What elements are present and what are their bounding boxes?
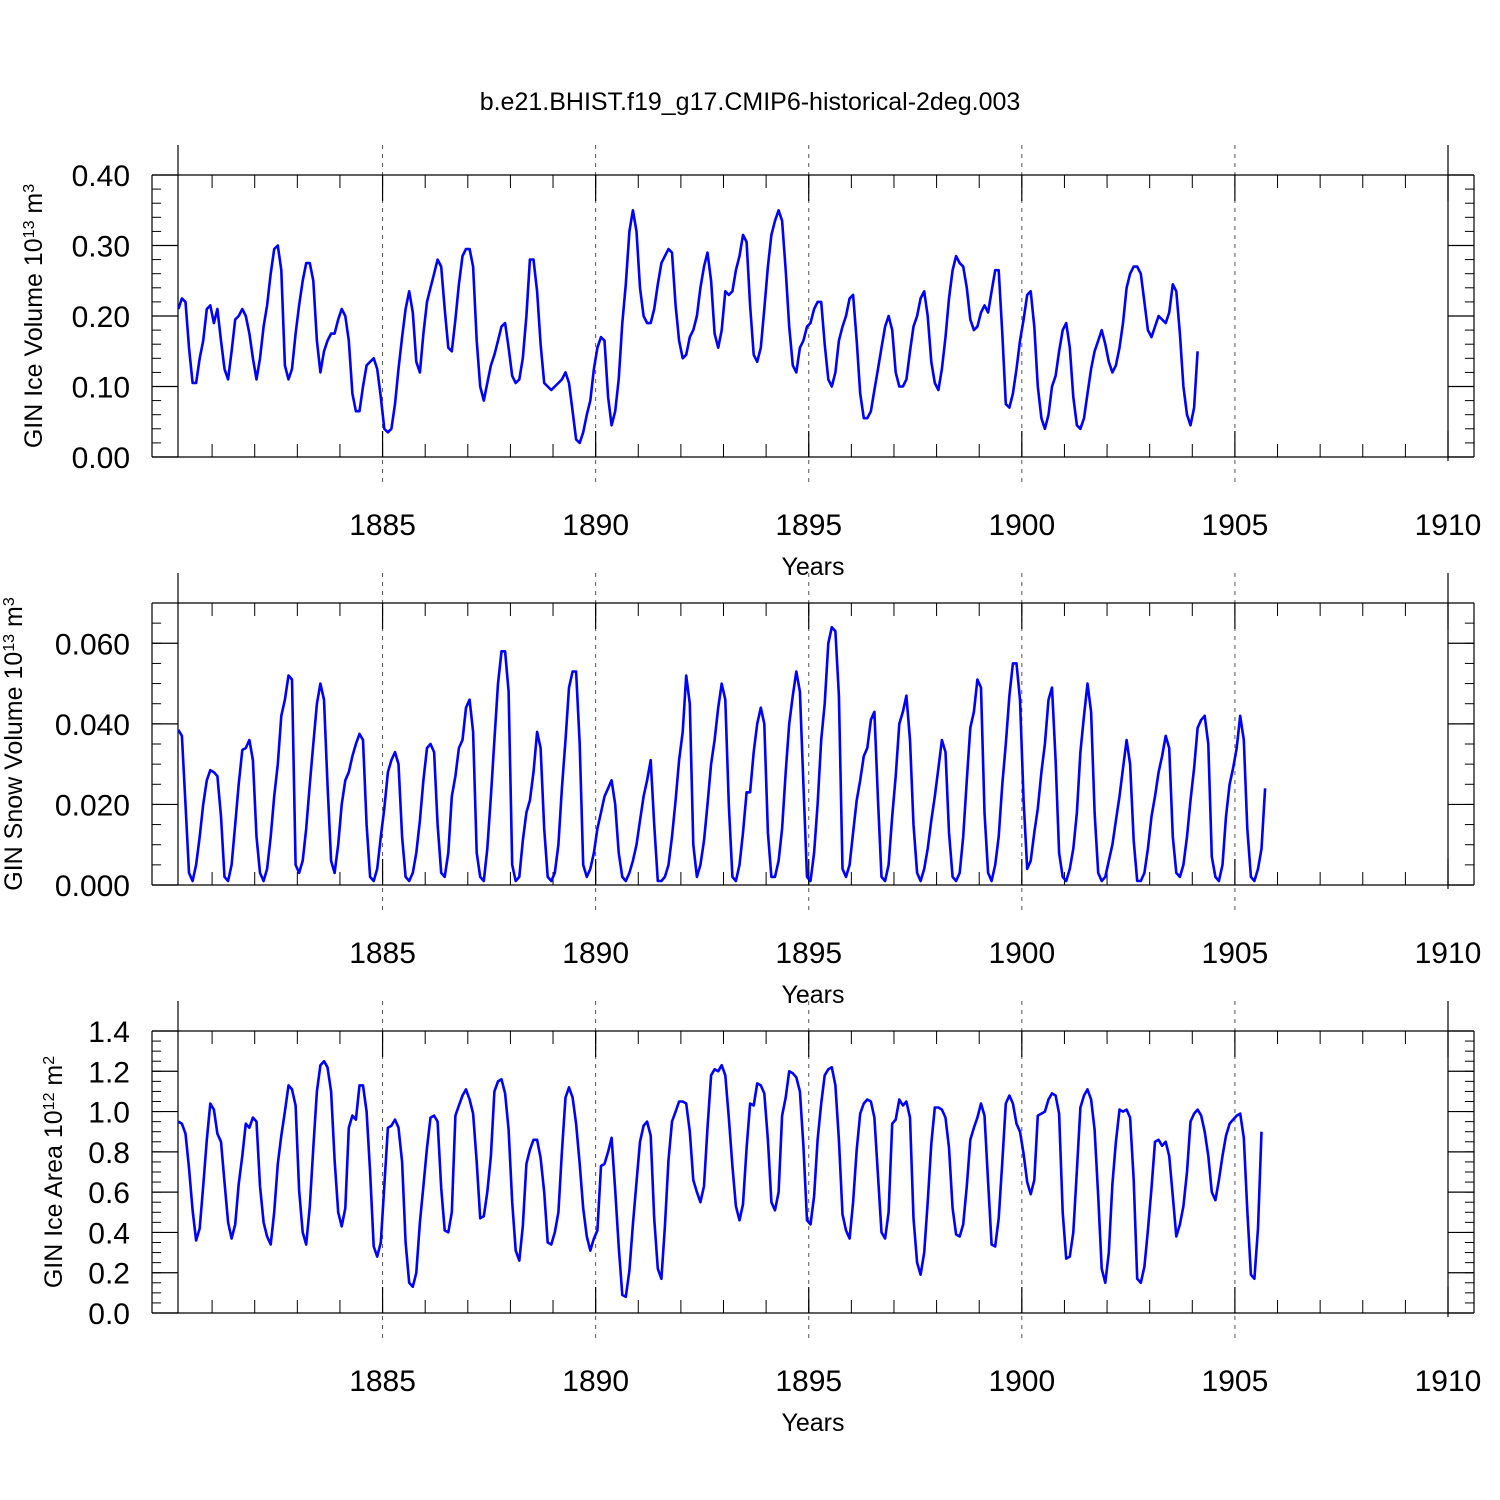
series-line [177,625,1267,883]
y-axis-title-unit-exp: 3 [1,597,18,606]
x-tick-label: 1890 [562,937,629,970]
y-axis-title-prefix: GIN Ice Volume 10 [20,238,48,448]
x-tick-label: 1885 [349,937,416,970]
y-tick-label: 0.10 [72,372,130,405]
y-tick-label: 0.00 [72,442,130,475]
y-tick-label: 0.40 [72,160,130,193]
y-axis-title-unit: m [40,1065,68,1093]
series-line [177,209,1199,445]
y-tick-label: 0.0 [88,1298,130,1331]
y-axis-title-unit-exp: 2 [41,1056,58,1065]
y-axis-title-unit: m [20,193,48,221]
x-tick-label: 1885 [349,509,416,542]
y-axis-title-exp: 13 [1,634,18,652]
y-axis-title-prefix: GIN Ice Area 10 [40,1110,68,1288]
x-tick-label: 1895 [775,1365,842,1398]
y-tick-label: 0.30 [72,231,130,264]
chart-panel-1: 0.00 0.10 0.20 0.30 0.40 1885 1890 1895 1900 1905… [20,145,1481,581]
x-tick-label: 1910 [1415,509,1482,542]
y-tick-label: 1.0 [88,1097,130,1130]
figure-title: b.e21.BHIST.f19_g17.CMIP6-historical-2de… [480,88,1021,116]
y-axis-title-exp: 12 [41,1092,58,1110]
x-tick-label: 1900 [988,1365,1055,1398]
x-axis-title: Years [781,553,844,581]
y-tick-label: 0.020 [55,789,130,822]
y-axis-title-exp: 13 [21,220,38,238]
x-tick-label: 1910 [1415,937,1482,970]
chart-panel-2: 0.000 0.020 0.040 0.060 1885 1890 1895 1900 1905… [0,573,1481,1009]
y-tick-label: 1.2 [88,1056,130,1089]
y-tick-label: 0.6 [88,1177,130,1210]
y-tick-label: 0.4 [88,1217,130,1250]
y-tick-label: 1.4 [88,1016,130,1049]
series-line [177,1059,1263,1299]
y-tick-label: 0.060 [55,628,130,661]
x-tick-label: 1890 [562,509,629,542]
x-tick-label: 1900 [988,937,1055,970]
x-tick-label: 1905 [1202,1365,1269,1398]
x-axis-title: Years [781,1409,844,1437]
y-axis-title-unit: m [0,606,28,634]
x-tick-label: 1910 [1415,1365,1482,1398]
y-tick-label: 0.040 [55,709,130,742]
y-axis-title: GIN Snow Volume 1013 m3 [0,597,28,891]
y-axis-title: GIN Ice Area 1012 m2 [40,1056,68,1288]
y-axis-title-unit-exp: 3 [21,184,38,193]
x-tick-label: 1895 [775,937,842,970]
y-tick-label: 0.2 [88,1258,130,1291]
x-tick-label: 1885 [349,1365,416,1398]
chart-panel-3: 0.0 0.2 0.4 0.6 0.8 1.0 1.2 1.4 1885 1890 1895 1900… [40,1001,1481,1437]
y-axis-title-prefix: GIN Snow Volume 10 [0,652,28,891]
y-tick-label: 0.20 [72,301,130,334]
x-tick-label: 1895 [775,509,842,542]
x-tick-label: 1900 [988,509,1055,542]
x-axis-title: Years [781,981,844,1009]
y-tick-label: 0.8 [88,1137,130,1170]
x-tick-label: 1890 [562,1365,629,1398]
x-tick-label: 1905 [1202,509,1269,542]
y-axis-title: GIN Ice Volume 1013 m3 [20,184,48,448]
panels: 0.00 0.10 0.20 0.30 0.40 1885 1890 1895 1900 1905… [0,145,1481,1437]
x-tick-label: 1905 [1202,937,1269,970]
y-tick-label: 0.000 [55,870,130,903]
